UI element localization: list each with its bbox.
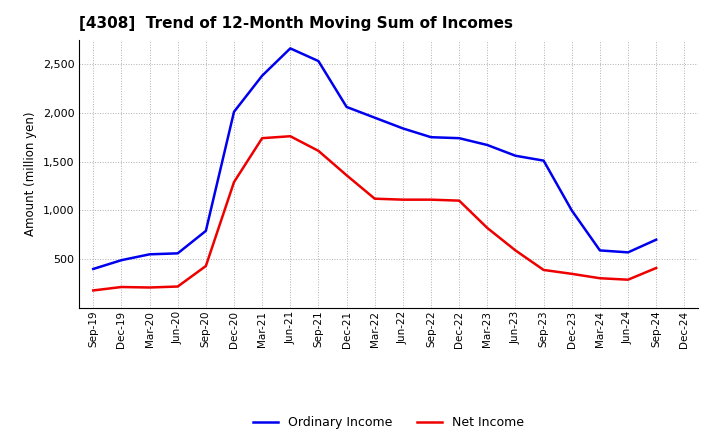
Ordinary Income [370, 115, 379, 120]
Ordinary Income [342, 104, 351, 110]
Line: Net Income: Net Income [94, 136, 656, 290]
Line: Ordinary Income: Ordinary Income [94, 48, 656, 269]
Net Income [286, 134, 294, 139]
Ordinary Income [174, 251, 182, 256]
Ordinary Income [427, 135, 436, 140]
Ordinary Income [117, 257, 126, 263]
Net Income [258, 136, 266, 141]
Legend: Ordinary Income, Net Income: Ordinary Income, Net Income [253, 416, 524, 429]
Net Income [483, 225, 492, 231]
Net Income [370, 196, 379, 202]
Ordinary Income [539, 158, 548, 163]
Ordinary Income [145, 252, 154, 257]
Ordinary Income [652, 237, 660, 242]
Net Income [117, 284, 126, 290]
Ordinary Income [595, 248, 604, 253]
Net Income [455, 198, 464, 203]
Ordinary Income [258, 73, 266, 78]
Ordinary Income [567, 208, 576, 213]
Ordinary Income [230, 109, 238, 114]
Ordinary Income [455, 136, 464, 141]
Ordinary Income [624, 250, 632, 255]
Net Income [567, 271, 576, 276]
Net Income [145, 285, 154, 290]
Net Income [174, 284, 182, 289]
Ordinary Income [483, 143, 492, 148]
Net Income [202, 264, 210, 269]
Net Income [624, 277, 632, 282]
Net Income [399, 197, 408, 202]
Net Income [342, 172, 351, 178]
Net Income [539, 267, 548, 272]
Text: [4308]  Trend of 12-Month Moving Sum of Incomes: [4308] Trend of 12-Month Moving Sum of I… [79, 16, 513, 32]
Ordinary Income [286, 46, 294, 51]
Net Income [89, 288, 98, 293]
Net Income [314, 148, 323, 154]
Y-axis label: Amount (million yen): Amount (million yen) [24, 112, 37, 236]
Net Income [230, 180, 238, 185]
Ordinary Income [399, 126, 408, 131]
Net Income [511, 248, 520, 253]
Net Income [595, 275, 604, 281]
Net Income [427, 197, 436, 202]
Ordinary Income [89, 266, 98, 271]
Ordinary Income [314, 59, 323, 64]
Ordinary Income [511, 153, 520, 158]
Net Income [652, 265, 660, 271]
Ordinary Income [202, 228, 210, 234]
